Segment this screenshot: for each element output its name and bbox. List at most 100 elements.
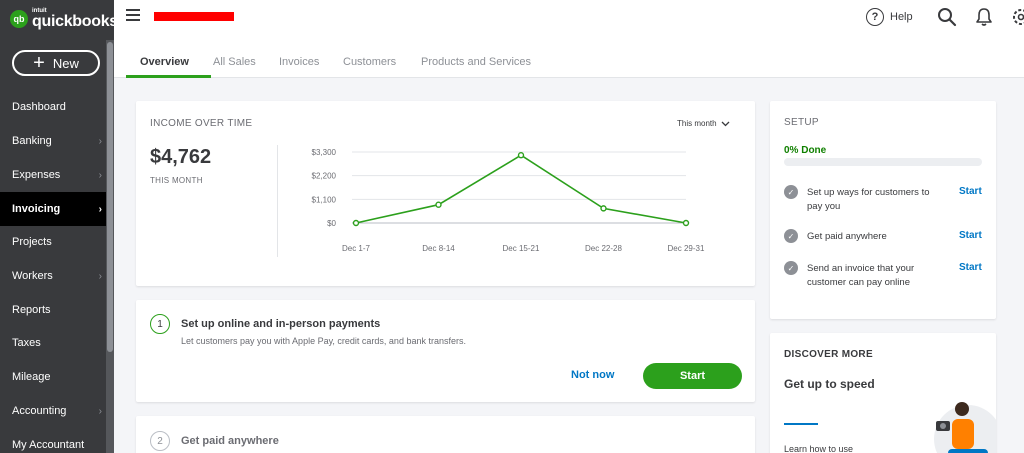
sidebar: qb intuit quickbooks + New Dashboard Bank… <box>0 0 118 453</box>
tab-customers[interactable]: Customers <box>343 56 397 68</box>
setup-start-link[interactable]: Start <box>959 230 982 241</box>
series-line <box>355 154 687 224</box>
chevron-right-icon: › <box>98 135 102 147</box>
sidebar-scroll-thumb[interactable] <box>107 42 113 352</box>
bell-icon[interactable] <box>975 7 993 27</box>
income-line-chart: $0 $1,100 $2,200 $3,300 Dec 1-7 Dec 8-14 Dec 1… <box>312 148 705 253</box>
step-number: 2 <box>150 431 170 451</box>
page-scrollbar[interactable] <box>1014 78 1024 453</box>
setup-item-text: Get paid anywhere <box>807 231 887 242</box>
sidebar-item-label: Invoicing <box>12 203 61 215</box>
sidebar-item-workers[interactable]: Workers › <box>0 259 106 293</box>
tab-overview[interactable]: Overview <box>140 56 189 68</box>
x-tick-label: Dec 15-21 <box>503 244 540 253</box>
brand-text: intuit quickbooks <box>32 8 118 30</box>
x-tick-label: Dec 1-7 <box>342 244 371 253</box>
company-name-redacted <box>154 12 234 21</box>
chevron-right-icon: › <box>98 203 102 215</box>
sidebar-item-label: Dashboard <box>12 101 66 113</box>
chevron-down-icon <box>721 121 730 126</box>
check-circle-icon: ✓ <box>784 261 798 275</box>
sidebar-item-dashboard[interactable]: Dashboard <box>0 90 106 124</box>
sidebar-item-projects[interactable]: Projects <box>0 225 106 259</box>
period-dropdown[interactable]: This month <box>677 119 730 128</box>
x-tick-label: Dec 22-28 <box>585 244 622 253</box>
setup-progress-bar <box>784 158 982 166</box>
data-point[interactable] <box>682 219 690 227</box>
start-button[interactable]: Start <box>643 363 742 389</box>
setup-card: SETUP 0% Done ✓ Set up ways for customer… <box>770 101 996 319</box>
discover-subtitle: Get up to speed <box>784 377 875 391</box>
y-tick-label: $2,200 <box>312 172 337 181</box>
task-title: Set up online and in-person payments <box>181 318 381 330</box>
income-over-time-card: INCOME OVER TIME $4,762 THIS MONTH This … <box>136 101 755 286</box>
check-circle-icon: ✓ <box>784 229 798 243</box>
tab-bar: Overview All Sales Invoices Customers Pr… <box>114 34 1024 78</box>
period-dropdown-value: This month <box>677 119 717 128</box>
top-bar: ? Help <box>114 0 1024 34</box>
sidebar-item-accounting[interactable]: Accounting › <box>0 394 106 428</box>
y-tick-label: $0 <box>327 219 336 228</box>
new-button[interactable]: + New <box>12 50 100 76</box>
sidebar-item-label: Expenses <box>12 169 61 181</box>
task-title: Get paid anywhere <box>181 435 279 447</box>
sidebar-item-label: My Accountant <box>12 439 85 451</box>
not-now-button[interactable]: Not now <box>571 369 615 381</box>
income-period-label: THIS MONTH <box>150 176 203 185</box>
gear-icon[interactable] <box>1011 7 1024 27</box>
quickbooks-logo[interactable]: qb intuit quickbooks <box>10 8 118 30</box>
data-point[interactable] <box>435 201 442 208</box>
help-button[interactable]: ? Help <box>866 8 913 26</box>
chevron-right-icon: › <box>98 270 102 282</box>
setup-progress-label: 0% Done <box>784 145 827 156</box>
sidebar-item-label: Taxes <box>12 337 41 349</box>
tab-all-sales[interactable]: All Sales <box>213 56 256 68</box>
data-point[interactable] <box>517 152 525 159</box>
quickbooks-label: quickbooks <box>32 13 118 30</box>
sidebar-item-my-accountant[interactable]: My Accountant <box>0 428 106 453</box>
sidebar-item-invoicing[interactable]: Invoicing › <box>0 192 106 226</box>
x-tick-label: Dec 8-14 <box>422 244 455 253</box>
sidebar-item-expenses[interactable]: Expenses › <box>0 158 106 192</box>
sidebar-scrollbar[interactable] <box>106 40 114 453</box>
setup-start-link[interactable]: Start <box>959 186 982 197</box>
carousel-indicator <box>784 423 818 425</box>
setup-title: SETUP <box>784 117 819 128</box>
sidebar-item-label: Accounting <box>12 405 67 417</box>
sidebar-item-label: Workers <box>12 270 53 282</box>
y-tick-label: $1,100 <box>312 195 337 204</box>
tab-invoices[interactable]: Invoices <box>279 56 320 68</box>
menu-icon[interactable] <box>126 9 140 21</box>
sidebar-item-label: Reports <box>12 304 51 316</box>
sidebar-item-mileage[interactable]: Mileage <box>0 360 106 394</box>
task-card-get-paid[interactable]: 2 Get paid anywhere <box>136 416 755 453</box>
task-card-payments: 1 Set up online and in-person payments L… <box>136 300 755 402</box>
sidebar-item-label: Mileage <box>12 371 51 383</box>
plus-icon: + <box>33 52 45 74</box>
help-icon: ? <box>866 8 884 26</box>
x-tick-label: Dec 29-31 <box>668 244 705 253</box>
person-with-camera-illustration <box>934 402 996 453</box>
sidebar-item-banking[interactable]: Banking › <box>0 124 106 158</box>
check-circle-icon: ✓ <box>784 185 798 199</box>
setup-item-text: Send an invoice that your customer can p… <box>807 263 915 288</box>
sidebar-item-label: Projects <box>12 236 52 248</box>
help-label: Help <box>890 11 913 23</box>
data-point[interactable] <box>600 205 607 212</box>
data-point[interactable] <box>352 219 360 227</box>
discover-more-card: DISCOVER MORE Get up to speed Learn how … <box>770 333 996 453</box>
step-number: 1 <box>150 314 170 334</box>
search-icon[interactable] <box>937 7 957 27</box>
qb-logo-icon: qb <box>10 10 28 28</box>
income-card-title: INCOME OVER TIME <box>150 118 253 129</box>
y-tick-label: $3,300 <box>312 148 337 157</box>
discover-learn-link[interactable]: Learn how to use <box>784 444 854 453</box>
setup-start-link[interactable]: Start <box>959 262 982 273</box>
sidebar-item-reports[interactable]: Reports <box>0 293 106 327</box>
sidebar-item-label: Banking <box>12 135 52 147</box>
setup-item-text: Set up ways for customers to pay you <box>807 187 930 212</box>
sidebar-item-taxes[interactable]: Taxes <box>0 326 106 360</box>
tab-products-and-services[interactable]: Products and Services <box>421 56 532 68</box>
income-amount: $4,762 <box>150 146 212 168</box>
